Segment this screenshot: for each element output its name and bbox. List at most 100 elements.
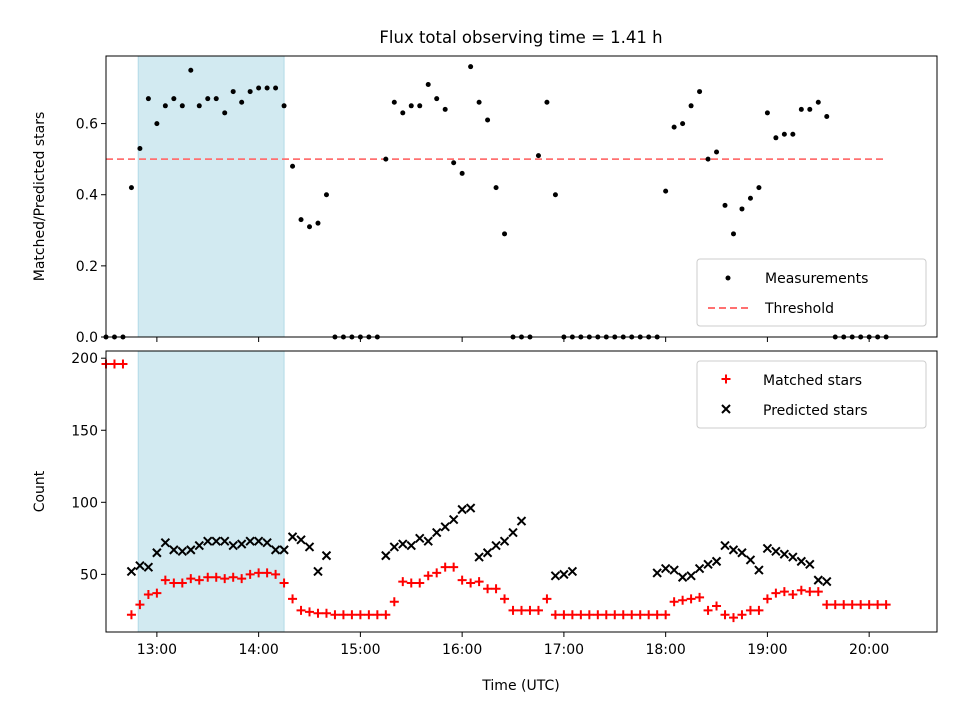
predicted-stars-point [415,533,425,544]
x-tick-label: 17:00 [544,642,584,658]
matched-stars-point [567,610,577,620]
predicted-stars-point [737,548,747,558]
predicted-stars-point [448,514,459,525]
measurement-point [781,131,787,137]
measurement-point [697,89,703,95]
predicted-stars-point [796,556,807,567]
matched-stars-point [830,600,840,610]
predicted-stars-point [660,563,671,574]
matched-stars-point [245,569,255,579]
predicted-stars-point [245,536,255,546]
x-tick-label: 15:00 [340,642,380,658]
predicted-stars-point [296,535,306,545]
predicted-stars-point [703,559,713,569]
matched-stars-point [771,588,781,598]
count-panel: 50 100 150 200 13:00 14:00 15:00 16:00 17:00 18:… [32,350,938,658]
x-tick-label: 16:00 [442,642,482,658]
predicted-stars-point [754,565,764,575]
predicted-stars-point [822,576,832,587]
measurement-point [459,170,465,176]
matched-stars-point [712,601,722,611]
legend-plus-glyph [721,374,731,384]
predicted-stars-point [423,536,433,546]
predicted-stars-point [457,504,467,515]
predicted-stars-point [805,559,815,569]
matched-stars-point [152,588,162,598]
measurement-point [451,160,457,166]
predicted-stars-point [177,546,188,557]
predicted-stars-point [440,522,450,532]
predicted-stars-point [220,536,230,546]
measurement-point [705,156,711,162]
measurement-point [807,106,813,112]
matched-stars-point [881,600,891,610]
measurement-point [128,185,134,191]
measurement-point [196,103,202,109]
predicted-stars-point [499,536,510,546]
matched-stars-point [423,571,433,581]
legend-label-predicted: Predicted stars [763,403,868,419]
predicted-stars-point [491,540,501,551]
predicted-stars-point [559,569,569,580]
matched-stars-point [822,600,832,610]
predicted-stars-point [762,543,773,554]
matched-stars-point [720,610,730,620]
matched-stars-point [678,595,688,605]
matched-stars-point [466,578,476,588]
matched-stars-point [135,600,145,610]
predicted-stars-point [398,539,408,549]
measurement-point [502,231,508,237]
measurement-point [281,103,287,109]
measurement-point [476,99,482,105]
ratio-legend: Measurements Threshold [696,258,927,327]
measurement-point [552,192,558,198]
count-panel-ylabel: Count [32,470,48,512]
y-tick-label: 150 [71,423,98,439]
measurement-point [714,149,720,155]
matched-stars-point [296,605,306,615]
matched-stars-point [211,572,221,582]
observing-window-span [137,350,285,633]
legend-label-matched: Matched stars [763,373,862,389]
matched-stars-point [381,610,391,620]
matched-stars-point [618,610,628,620]
matched-stars-point [533,605,543,615]
predicted-stars-point [652,568,662,578]
matched-stars-point [449,562,459,572]
measurement-point [764,110,770,116]
measurement-point [671,124,677,130]
matched-stars-point [584,610,594,620]
measurement-point [264,85,270,91]
predicted-stars-point [677,572,688,582]
legend-label-measurements: Measurements [765,271,868,287]
matched-stars-point [550,610,560,620]
predicted-stars-point [720,540,730,551]
matched-stars-point [856,600,866,610]
predicted-stars-point [270,545,281,555]
measurement-point [230,89,236,95]
measurement-point [790,131,796,137]
ratio-panel-frame [105,55,938,338]
matched-stars-point [576,610,586,620]
measurement-point [307,224,313,230]
matched-stars-point [873,600,883,610]
matched-stars-point [194,575,204,585]
predicted-stars-point [694,563,705,574]
measurement-point [408,103,414,109]
predicted-stars-point [160,537,171,548]
matched-stars-point [305,607,315,617]
measurement-point [145,96,151,102]
matched-stars-point [126,610,136,620]
measurement-point [824,113,830,119]
measurement-point [535,153,541,159]
predicted-stars-point [508,527,518,538]
matched-stars-point [347,610,357,620]
matched-stars-point [805,587,815,597]
predicted-stars-point [813,575,823,585]
matched-stars-point [338,610,348,620]
predicted-stars-point [279,545,289,555]
predicted-stars-point [152,548,162,558]
measurement-point [747,195,753,201]
x-tick-label: 18:00 [645,642,685,658]
